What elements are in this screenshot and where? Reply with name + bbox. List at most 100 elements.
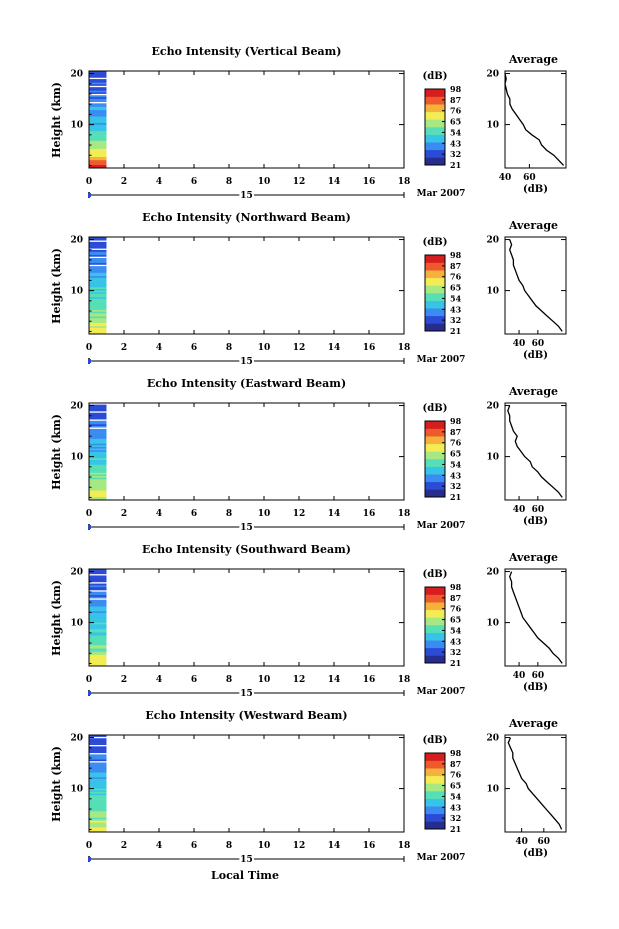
colorbar-tick-label: 87 [450, 427, 461, 437]
heatmap-cell [89, 424, 107, 426]
heatmap-cell [89, 161, 107, 164]
heatmap-cell [89, 142, 107, 145]
heatmap-cell [89, 420, 107, 423]
heatmap-cell [89, 614, 107, 617]
average-x-tick-label: 40 [513, 505, 526, 515]
colorbar-tick-label: 54 [450, 127, 462, 137]
x-tick-label: 12 [293, 177, 306, 187]
heatmap-cell [89, 117, 107, 120]
heatmap-cell [89, 643, 107, 646]
colorbar-band [425, 127, 445, 135]
heatmap-cell [89, 487, 107, 489]
y-tick-label: 20 [70, 236, 83, 246]
heatmap-cell [89, 88, 107, 91]
heatmap-cell [89, 451, 107, 454]
colorbar-band [425, 323, 445, 332]
heatmap-cell [89, 756, 107, 758]
heatmap-cell [89, 282, 107, 285]
x-tick-label: 0 [86, 177, 92, 187]
colorbar-tick-label: 76 [450, 106, 462, 116]
heatmap-cell [89, 482, 107, 485]
day-marker [88, 193, 91, 197]
heatmap-cell [89, 124, 107, 127]
heatmap-cell [89, 496, 107, 499]
heatmap-cell [89, 272, 107, 275]
heatmap-cell [89, 572, 107, 575]
colorbar-frame [424, 88, 446, 166]
x-tick-label: 0 [86, 509, 92, 519]
colorbar-frame [424, 254, 446, 332]
heatmap-cell [89, 478, 107, 481]
heatmap-cell [89, 448, 107, 451]
heatmap-cell [89, 575, 107, 578]
heatmap-cells [89, 735, 107, 833]
heatmap-cell [89, 324, 107, 327]
x-tick-label: 16 [363, 509, 376, 519]
heatmap-cell [89, 625, 107, 628]
y-tick-label: 10 [70, 121, 83, 131]
x-tick-label: 10 [258, 177, 271, 187]
heatmap-cell [89, 591, 107, 594]
heatmap-cell [89, 583, 107, 586]
heatmap-cell [89, 164, 107, 167]
heatmap-cell [89, 330, 107, 333]
colorbar-tick-label: 54 [450, 293, 462, 303]
colorbar-tick-label: 54 [450, 459, 462, 469]
heatmap-cell [89, 269, 107, 272]
heatmap-cell [89, 594, 107, 597]
heatmap-cell [89, 422, 107, 425]
heatmap-cell [89, 156, 107, 159]
colorbar-tick-label: 98 [450, 84, 462, 94]
x-tick-label: 4 [156, 177, 162, 187]
heatmap-cell [89, 611, 107, 613]
colorbar-tick-label: 76 [450, 604, 462, 614]
average-x-tick-label: 40 [513, 339, 526, 349]
colorbar-frame [424, 752, 446, 830]
heatmap-cell [89, 602, 107, 605]
heatmap-cell [89, 485, 107, 488]
average-panel: Average 10 20 40 60(dB) [486, 717, 567, 859]
heatmap-cell [89, 632, 107, 634]
heatmap-cell [89, 472, 107, 475]
plot-frame [88, 236, 405, 335]
colorbar-band [425, 474, 445, 483]
heatmap-cell [89, 143, 107, 146]
heatmap-cell [89, 638, 107, 641]
average-y-tick-label: 10 [486, 619, 499, 629]
heatmap-cell [89, 80, 107, 83]
date-label: Mar 2007 [417, 521, 466, 531]
heatmap-cell [89, 150, 107, 153]
colorbar-tick-label: 65 [450, 615, 461, 625]
average-frame [504, 568, 567, 667]
average-frame [504, 734, 567, 833]
heatmap-cell [89, 456, 107, 459]
heatmap-cell [89, 488, 107, 491]
heatmap-cell [89, 664, 107, 667]
heatmap-cell [89, 648, 107, 651]
heatmap-cell [89, 822, 107, 825]
heatmap-cell [89, 757, 107, 760]
heatmap-cell [89, 651, 107, 654]
colorbar-band [425, 768, 445, 777]
colorbar-band [425, 466, 445, 475]
heatmap-cell [89, 644, 107, 647]
heatmap-cell [89, 275, 107, 278]
colorbar-tick-label: 32 [450, 813, 461, 823]
x-tick-label: 14 [328, 343, 341, 353]
average-profile-line [509, 239, 563, 332]
colorbar-tick-label: 32 [450, 647, 461, 657]
heatmap-cell [89, 322, 107, 325]
average-panel: Average 10 20 40 60(dB) [486, 551, 567, 693]
heatmap-cell [89, 327, 107, 330]
heatmap-cell [89, 474, 107, 477]
average-panel: Average 10 20 40 60(dB) [486, 385, 567, 527]
y-tick-label: 10 [70, 785, 83, 795]
heatmap-cell [89, 794, 107, 797]
colorbar-band [425, 806, 445, 815]
average-panel: Average 10 20 40 60(dB) [486, 219, 567, 361]
panel-title: Echo Intensity (Vertical Beam) [151, 45, 341, 58]
heatmap-cell [89, 108, 107, 111]
heatmap-cell [89, 798, 107, 800]
